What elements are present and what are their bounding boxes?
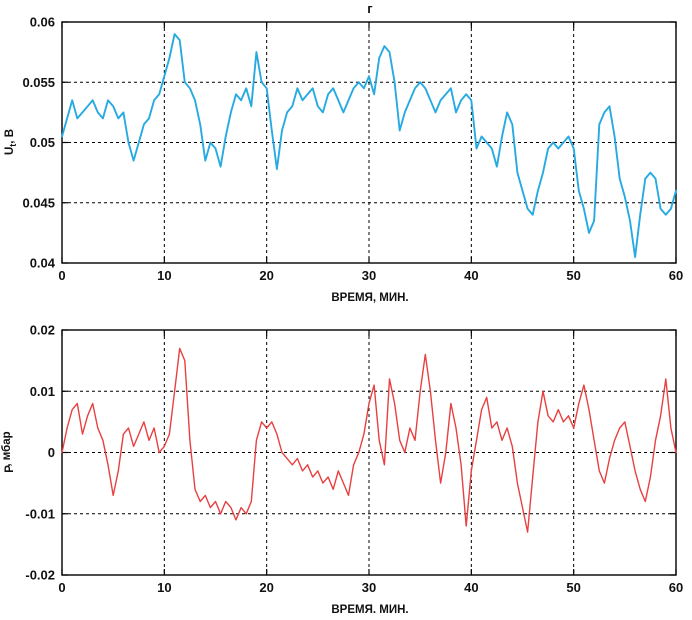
x-tick-label: 10 bbox=[157, 580, 171, 595]
y-tick-label: 0.02 bbox=[30, 323, 55, 338]
x-tick-label: 10 bbox=[157, 268, 171, 283]
y-tick-label: 0.01 bbox=[30, 384, 55, 399]
data-line bbox=[61, 33, 677, 258]
voltage-chart: г ВРЕМЯ, МИН. Ut, В 0 10 20 30 40 50 60 0.04 0.0… bbox=[4, 1, 683, 304]
x-tick-label: 30 bbox=[362, 580, 376, 595]
y-axis-label-main: U bbox=[4, 147, 16, 155]
x-tick-label: 60 bbox=[669, 268, 683, 283]
x-tick-label: 0 bbox=[58, 268, 65, 283]
y-tick-label: 0.05 bbox=[30, 135, 55, 150]
x-tick-label: 40 bbox=[464, 268, 478, 283]
y-axis-label-rest: , В bbox=[4, 129, 16, 144]
x-tick-label: 0 bbox=[58, 580, 65, 595]
y-tick-label: 0.055 bbox=[22, 75, 55, 90]
y-tick-label: -0.01 bbox=[25, 506, 55, 521]
x-axis-label: ВРЕМЯ. МИН. bbox=[331, 604, 408, 616]
x-tick-label: 50 bbox=[566, 580, 580, 595]
x-axis-label: ВРЕМЯ, МИН. bbox=[331, 292, 408, 304]
x-tick-label: 40 bbox=[464, 580, 478, 595]
chart-title: г bbox=[367, 1, 373, 16]
y-axis-label-rest: , мбар bbox=[1, 431, 13, 466]
y-tick-label: 0.045 bbox=[22, 195, 55, 210]
x-tick-label: 20 bbox=[259, 268, 273, 283]
pressure-chart: ВРЕМЯ. МИН. Р, мбар 0 10 20 30 40 50 60 -0.02 -0… bbox=[1, 323, 683, 617]
x-tick-label: 50 bbox=[566, 268, 580, 283]
data-line bbox=[61, 347, 677, 533]
y-tick-label: -0.02 bbox=[25, 568, 55, 583]
x-tick-label: 30 bbox=[362, 268, 376, 283]
x-tick-label: 60 bbox=[669, 580, 683, 595]
y-tick-label: 0.06 bbox=[30, 15, 55, 30]
x-tick-label: 20 bbox=[259, 580, 273, 595]
y-tick-label: 0.04 bbox=[30, 256, 56, 271]
y-tick-label: 0 bbox=[48, 445, 55, 460]
y-axis-label-main: Р bbox=[4, 465, 16, 473]
y-axis-label-sub: t bbox=[8, 144, 18, 147]
y-axis-label: Р, мбар bbox=[1, 431, 16, 472]
y-axis-label: Ut, В bbox=[4, 129, 18, 155]
